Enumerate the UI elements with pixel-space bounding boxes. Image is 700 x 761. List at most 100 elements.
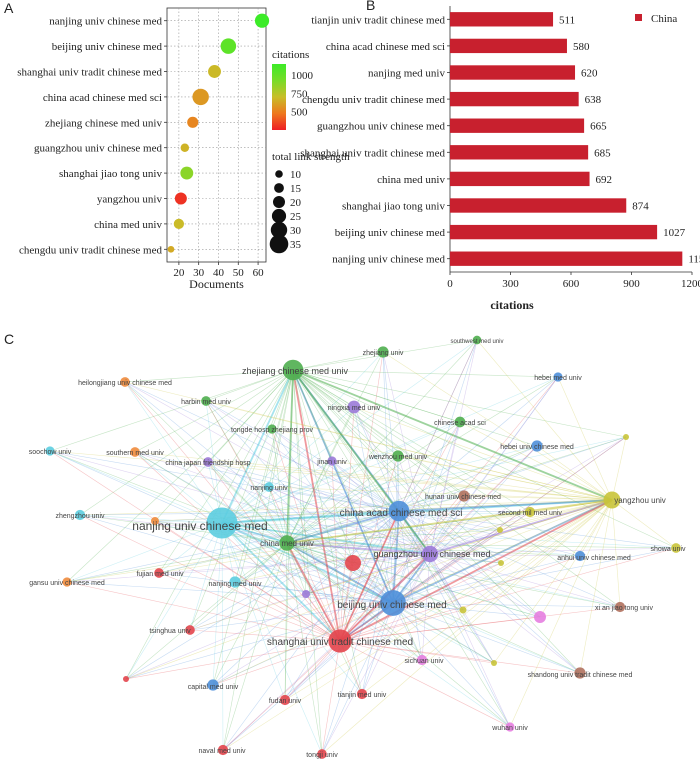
x-tick-label: 30: [193, 267, 205, 279]
network-edge: [286, 542, 341, 642]
network-edge: [392, 436, 627, 604]
network-edge: [292, 369, 307, 595]
network-node-label: china japan friendship hosp: [165, 460, 250, 467]
panel-c-network: nanjing univ chinese med beijing univ chi…: [29, 335, 686, 759]
network-edge: [339, 640, 581, 674]
network-edge: [124, 381, 400, 512]
network-node-label: gansu univ chinese med: [29, 580, 105, 587]
network-edge: [189, 522, 223, 631]
y-category-label: china med univ: [377, 174, 445, 186]
network-edge: [286, 436, 627, 544]
network-node: [327, 456, 337, 466]
network-edge: [292, 369, 394, 604]
network-node: [282, 359, 304, 381]
network-node: [380, 590, 406, 616]
network-node: [207, 679, 219, 691]
network-node: [217, 744, 229, 756]
size-legend-label: 15: [290, 183, 302, 195]
network-edge: [286, 542, 464, 611]
network-edge: [292, 369, 559, 378]
network-edge: [189, 499, 613, 631]
network-edge: [292, 369, 465, 497]
network-edge: [499, 499, 613, 531]
network-edge: [49, 450, 223, 524]
x-tick-label: 300: [502, 278, 519, 290]
network-edge: [382, 351, 400, 512]
panel-b-bar-chart: 0 300 600 900 1200 citations tianjin univ trad…: [300, 6, 700, 312]
network-edge: [284, 369, 294, 701]
y-category-label: yangzhou univ: [97, 194, 163, 206]
x-tick-label: 50: [233, 267, 245, 279]
network-edge: [124, 381, 341, 642]
network-edge: [286, 542, 323, 755]
network-edge: [286, 542, 502, 564]
network-edge: [463, 495, 613, 501]
network-edge: [579, 499, 613, 674]
network-node: [62, 577, 72, 587]
network-edge: [429, 376, 559, 555]
network-edge: [429, 499, 613, 555]
network-node: [505, 722, 515, 732]
y-category-label: nanjing med univ: [368, 68, 445, 80]
network-edge: [125, 553, 431, 680]
network-edge: [421, 553, 431, 661]
network-edge: [429, 553, 541, 618]
bar-value-label: 665: [590, 121, 607, 133]
network-node: [623, 434, 629, 440]
network-edge: [79, 499, 613, 516]
network-edge: [339, 547, 677, 642]
data-point: [192, 88, 209, 106]
panel-c-letter: C: [4, 331, 14, 347]
network-edge: [221, 421, 461, 524]
y-category-label: shanghai jiao tong univ: [342, 201, 445, 213]
network-edge: [79, 514, 431, 555]
network-edge: [212, 602, 394, 686]
network-node: [459, 606, 467, 614]
network-edge: [49, 450, 341, 642]
x-axis-title: Documents: [189, 277, 244, 291]
network-node: [185, 625, 195, 635]
network-edge: [476, 339, 613, 501]
network-node: [203, 457, 213, 467]
network-edge: [429, 339, 478, 555]
network-edge: [125, 522, 223, 680]
network-edge: [221, 339, 478, 524]
network-edge: [286, 406, 355, 544]
network-edge: [284, 553, 431, 701]
network-edge: [286, 542, 511, 728]
network-edge: [49, 450, 431, 555]
x-tick-label: 900: [623, 278, 640, 290]
network-edge: [286, 542, 431, 555]
y-category-label: nanjing univ chinese med: [49, 16, 162, 28]
network-node: [671, 543, 681, 553]
network-edge: [429, 445, 538, 555]
size-legend-dot: [269, 234, 289, 254]
legend-swatch: [635, 14, 642, 21]
network-edge: [292, 369, 354, 564]
network-node-label: nanjing med univ: [209, 581, 262, 588]
network-edge: [398, 510, 677, 549]
network-edge: [158, 572, 394, 604]
network-edge: [398, 510, 501, 531]
network-edge: [79, 514, 223, 524]
network-node-label: heilongjiang univ chinese med: [78, 380, 172, 387]
network-edge: [79, 514, 394, 604]
network-edge: [392, 602, 621, 608]
x-tick-label: 1200: [681, 278, 700, 290]
network-node-label: nanjing univ chinese med: [132, 519, 267, 533]
network-edge: [221, 522, 307, 595]
network-edge: [398, 499, 613, 512]
network-edge: [382, 351, 613, 501]
network-edge: [397, 455, 431, 555]
network-edge: [292, 369, 341, 642]
bar-value-label: 511: [559, 14, 575, 26]
network-node: [130, 447, 140, 457]
network-node-label: southwest med univ: [450, 339, 503, 345]
x-tick-label: 40: [213, 267, 225, 279]
network-node: [603, 491, 621, 509]
network-edge: [331, 460, 400, 512]
network-edge: [271, 428, 431, 555]
network-edge: [286, 455, 399, 544]
network-node-label: zhejiang univ: [363, 350, 404, 357]
